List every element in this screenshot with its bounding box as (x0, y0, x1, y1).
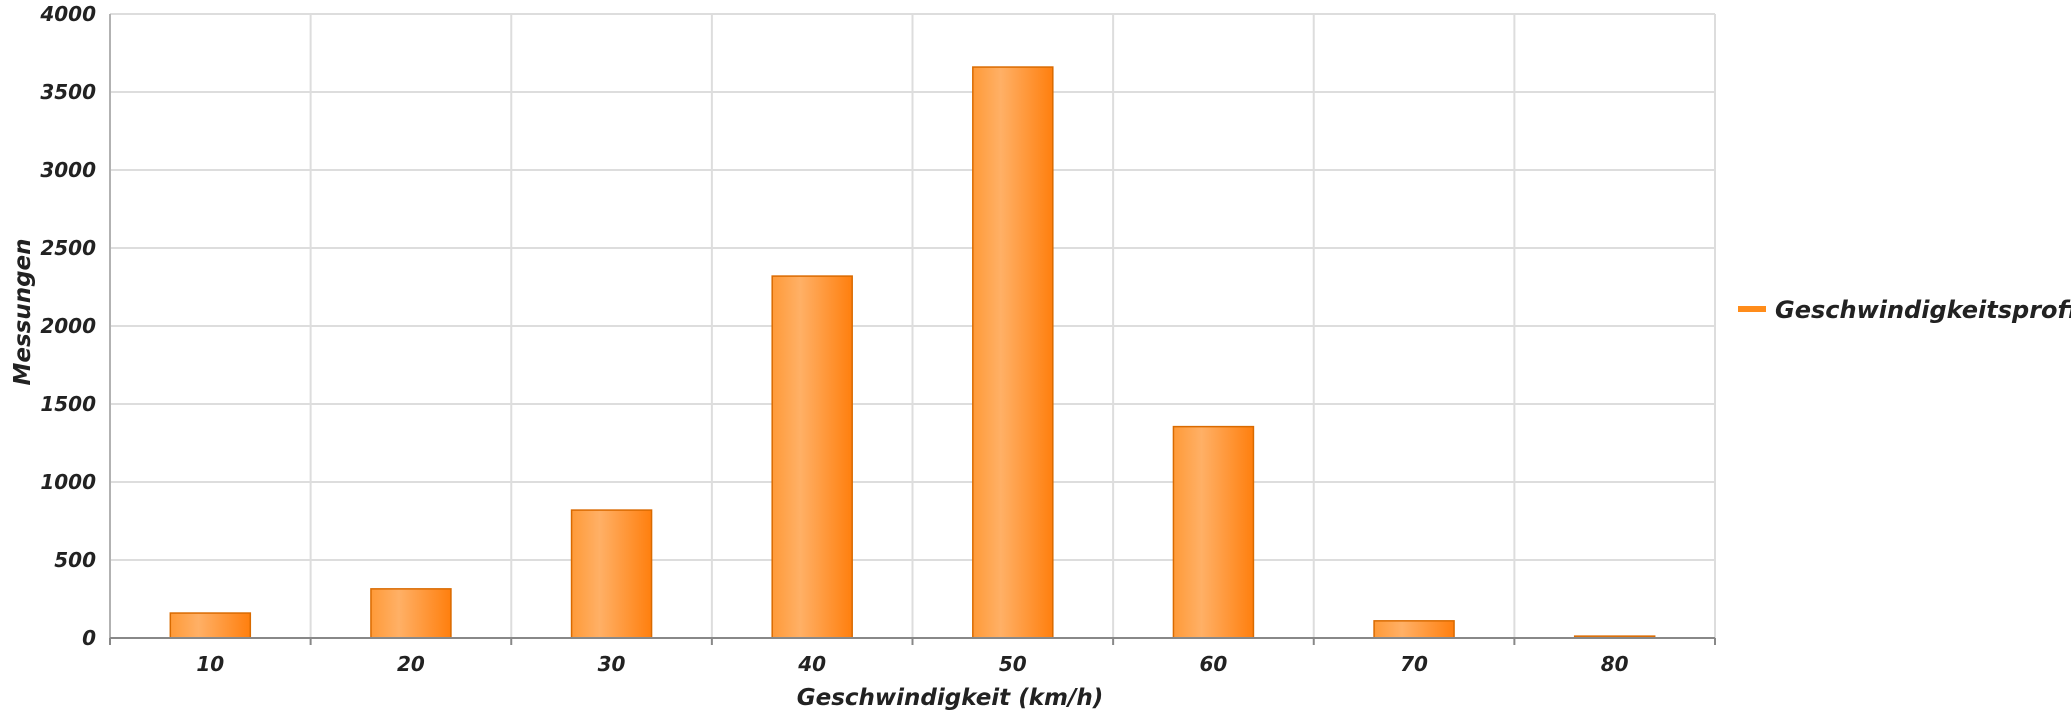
y-tick-label: 2000 (40, 314, 96, 338)
bar (972, 66, 1054, 639)
legend-swatch (1738, 306, 1766, 312)
y-tick-label: 2500 (40, 236, 96, 260)
x-tick-label: 20 (397, 652, 425, 676)
y-tick-label: 500 (54, 548, 96, 572)
bar (370, 588, 452, 639)
legend-label: Geschwindigkeitsprofi (1775, 296, 2071, 324)
x-tick-label: 80 (1601, 652, 1629, 676)
grid (109, 13, 1716, 639)
bar (1373, 620, 1455, 639)
x-tick-label: 30 (598, 652, 626, 676)
y-tick-label: 0 (82, 626, 96, 650)
bar (169, 612, 252, 639)
y-tick-labels: 0 500 1000 1500 2000 2500 3000 3500 4000 (39, 2, 96, 650)
bars (169, 66, 1656, 639)
x-tick-label: 10 (196, 652, 224, 676)
y-tick-label: 3000 (40, 158, 96, 182)
x-tick-label: 60 (1200, 652, 1228, 676)
y-tick-label: 1000 (40, 470, 96, 494)
axes (109, 14, 1716, 645)
x-tick-labels: 10 20 30 40 50 60 70 80 (196, 652, 1628, 676)
y-axis-title: Messungen (10, 238, 36, 385)
x-tick-label: 50 (999, 652, 1027, 676)
legend: Geschwindigkeitsprofi (1738, 296, 2071, 324)
bar (1172, 425, 1255, 639)
bar (570, 509, 653, 639)
y-tick-label: 4000 (39, 2, 96, 26)
x-tick-label: 70 (1400, 652, 1428, 676)
x-tick-label: 40 (797, 652, 826, 676)
y-tick-label: 3500 (40, 80, 96, 104)
y-tick-label: 1500 (40, 392, 96, 416)
x-axis-title: Geschwindigkeit (km/h) (797, 685, 1104, 711)
bar (771, 275, 853, 639)
